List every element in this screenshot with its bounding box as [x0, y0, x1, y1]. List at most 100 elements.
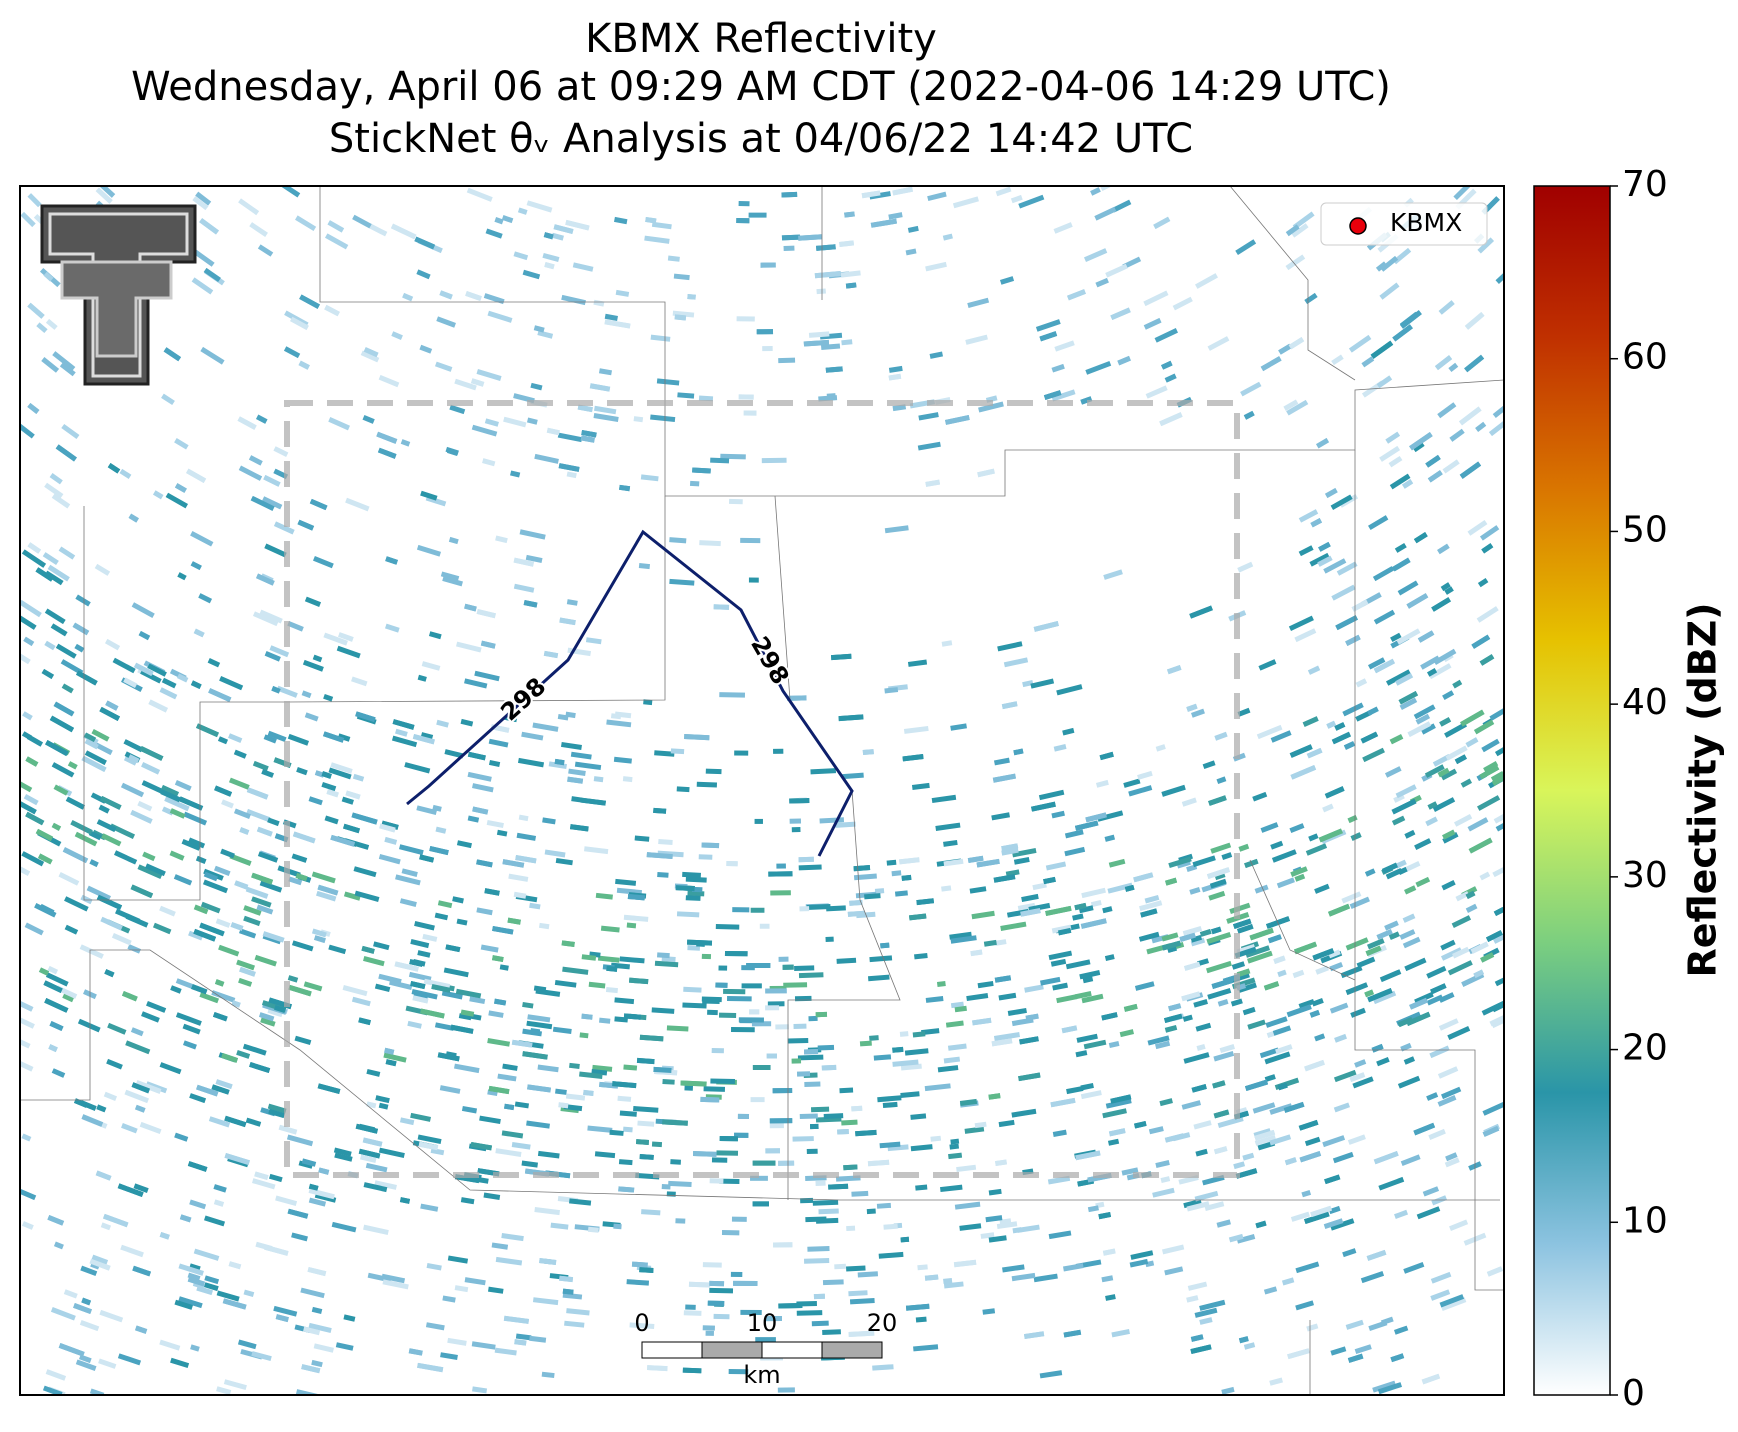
radar-echo: [1075, 1150, 1101, 1161]
radar-echo: [1390, 632, 1402, 643]
radar-echo: [638, 563, 651, 570]
radar-echo: [488, 759, 501, 767]
radar-echo: [304, 596, 322, 607]
radar-echo: [416, 544, 441, 557]
radar-echo: [224, 1152, 250, 1166]
radar-echo: [1256, 724, 1283, 740]
radar-echo: [366, 1068, 381, 1077]
radar-echo: [943, 1056, 961, 1064]
radar-echo: [165, 492, 189, 509]
radar-echo: [1299, 1151, 1322, 1163]
radar-echo: [522, 1051, 548, 1060]
radar-echo: [308, 1322, 332, 1334]
radar-echo: [1072, 913, 1084, 921]
radar-echo: [1438, 300, 1455, 315]
radar-echo: [1333, 1102, 1350, 1113]
radar-echo: [899, 857, 920, 865]
radar-echo: [583, 1089, 594, 1096]
radar-echo: [580, 435, 595, 443]
radar-echo: [47, 1214, 65, 1226]
radar-echo: [1195, 1148, 1208, 1157]
radar-echo: [778, 1160, 795, 1166]
radar-echo: [563, 1104, 583, 1112]
radar-echo: [924, 1274, 939, 1281]
radar-echo: [1398, 690, 1419, 705]
radar-echo: [594, 405, 617, 415]
radar-echo: [636, 1139, 650, 1145]
radar-echo: [1437, 402, 1457, 419]
radar-echo: [1330, 494, 1353, 510]
radar-echo: [1235, 1168, 1258, 1179]
radar-echo: [1323, 558, 1347, 574]
radar-echo: [869, 955, 893, 963]
radar-echo: [715, 924, 740, 930]
radar-echo: [214, 785, 233, 797]
radar-echo: [839, 1087, 854, 1094]
radar-echo: [811, 1320, 829, 1327]
radar-echo: [954, 1005, 967, 1013]
radar-echo: [657, 952, 670, 959]
radar-echo: [1479, 871, 1491, 881]
scale-tick-label: 10: [747, 1309, 778, 1337]
radar-echo: [1323, 1218, 1344, 1229]
radar-echo: [1247, 1019, 1266, 1030]
radar-echo: [1298, 545, 1314, 557]
radar-echo: [892, 1046, 904, 1053]
radar-echo: [469, 996, 486, 1005]
radar-echo: [662, 1078, 675, 1085]
radar-echo: [1352, 1076, 1374, 1089]
radar-echo: [471, 1341, 496, 1350]
radar-echo: [1110, 307, 1131, 321]
radar-echo: [1298, 1119, 1319, 1131]
radar-echo: [670, 1159, 681, 1165]
radar-echo: [417, 674, 427, 682]
radar-echo: [814, 271, 841, 279]
radar-echo: [1420, 655, 1441, 670]
radar-echo: [474, 670, 500, 682]
radar-echo: [1273, 955, 1286, 964]
radar-echo: [384, 836, 398, 845]
radar-echo: [476, 609, 496, 619]
radar-echo: [502, 859, 525, 868]
radar-echo: [1397, 580, 1419, 596]
radar-echo: [1451, 915, 1472, 929]
radar-echo: [1348, 334, 1372, 353]
radar-echo: [692, 467, 711, 474]
radar-echo: [807, 1245, 830, 1252]
radar-echo: [988, 1235, 1007, 1243]
radar-echo: [866, 1208, 876, 1215]
radar-echo: [1204, 1201, 1225, 1211]
radar-echo: [526, 1020, 553, 1030]
radar-echo: [417, 1134, 442, 1145]
radar-echo: [830, 653, 852, 661]
radar-echo: [401, 868, 418, 877]
radar-echo: [94, 563, 111, 576]
radar-echo: [1124, 884, 1135, 892]
radar-echo: [73, 1303, 92, 1315]
radar-echo: [623, 914, 649, 922]
radar-echo: [224, 1115, 247, 1128]
radar-echo: [178, 1263, 204, 1276]
radar-echo: [982, 1308, 996, 1315]
radar-echo: [1364, 868, 1376, 877]
radar-echo: [338, 632, 354, 642]
radar-echo: [236, 959, 255, 971]
radar-echo: [719, 692, 746, 698]
radar-echo: [203, 868, 224, 881]
radar-echo: [778, 1303, 803, 1309]
radar-echo: [416, 805, 437, 816]
radar-echo: [633, 1105, 659, 1113]
radar-echo: [207, 658, 221, 668]
radar-echo: [711, 1047, 724, 1054]
radar-echo: [1482, 1125, 1500, 1137]
radar-echo: [731, 1027, 755, 1033]
radar-echo: [1199, 928, 1212, 937]
radar-echo: [308, 1187, 335, 1200]
radar-echo: [1025, 1013, 1039, 1021]
radar-echo: [245, 886, 269, 899]
radar-echo: [170, 1357, 190, 1368]
radar-echo: [913, 1344, 939, 1352]
radar-echo: [1121, 1167, 1139, 1176]
radar-echo: [243, 905, 262, 916]
